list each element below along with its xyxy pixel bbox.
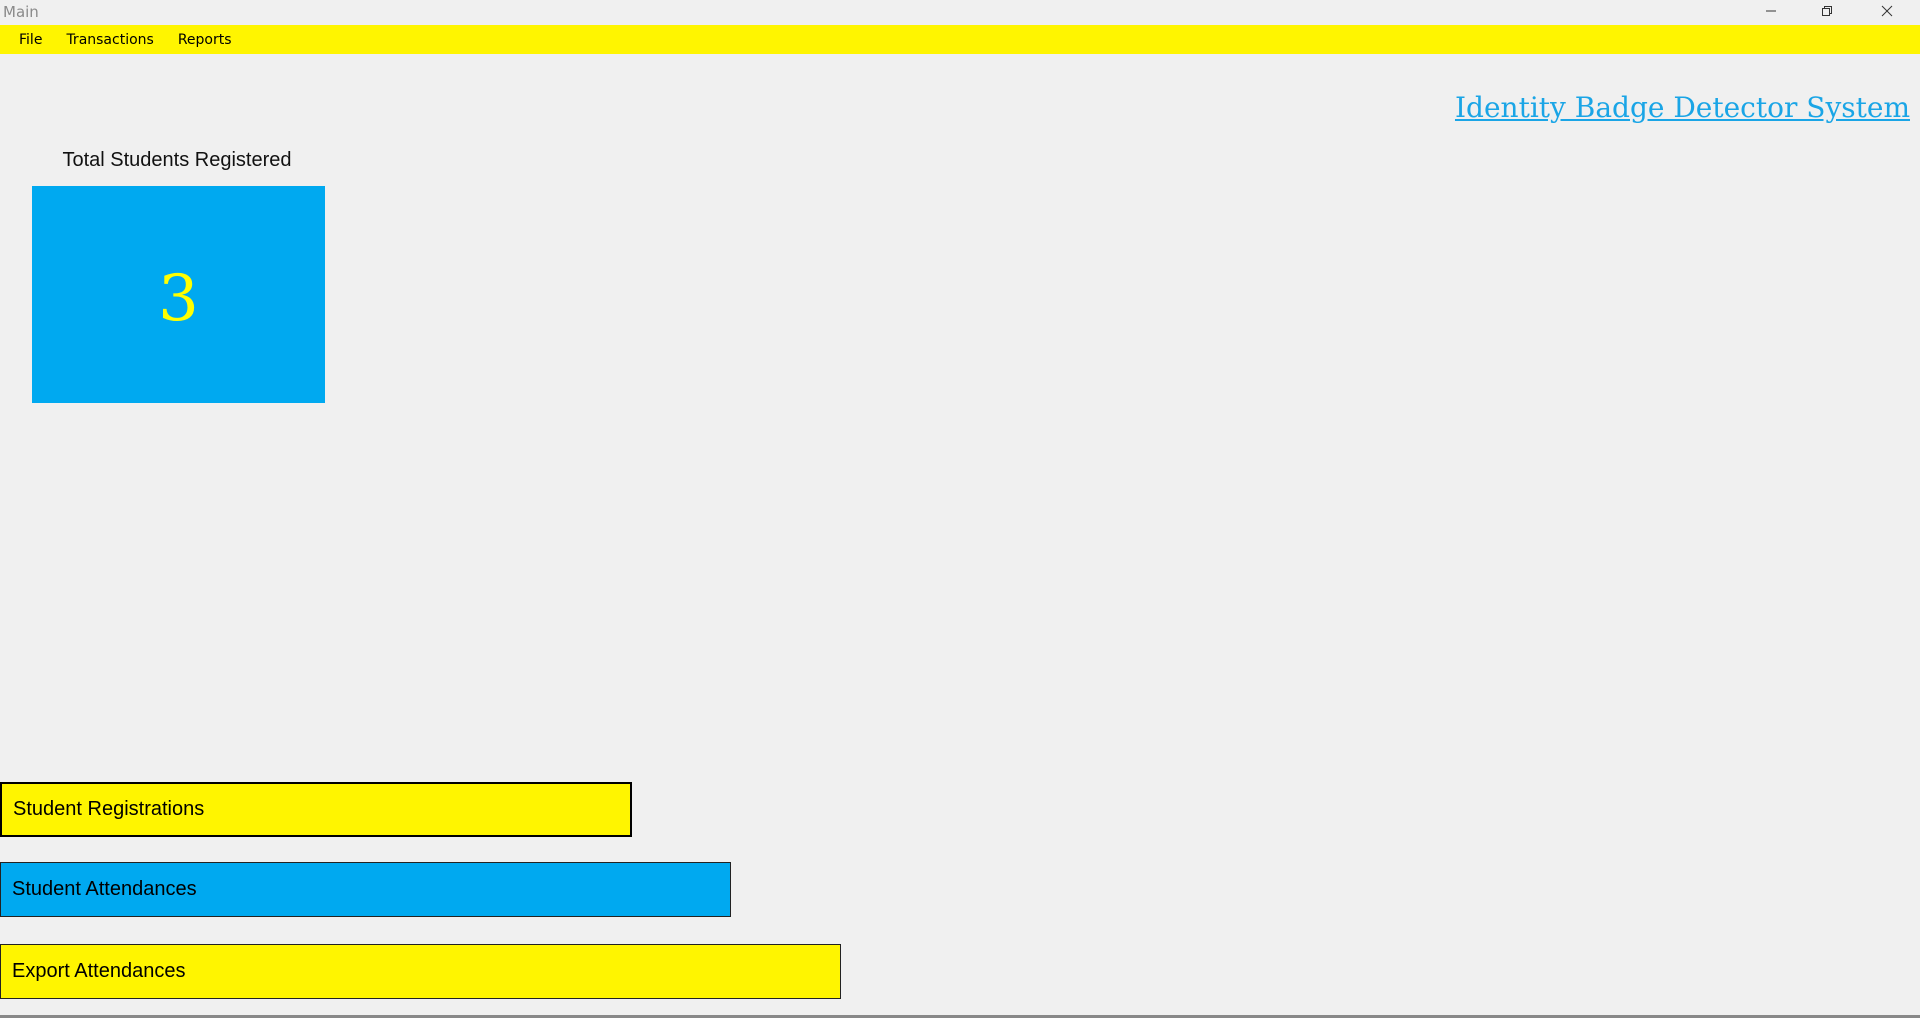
window-bottom-border xyxy=(0,1015,1920,1018)
window-titlebar: Main xyxy=(0,0,1920,25)
menu-file[interactable]: File xyxy=(19,31,43,48)
restore-icon xyxy=(1822,6,1832,16)
restore-button[interactable] xyxy=(1798,0,1856,22)
total-students-tile: 3 xyxy=(32,186,325,403)
app-title[interactable]: Identity Badge Detector System xyxy=(1454,91,1910,124)
window-title: Main xyxy=(3,3,39,21)
student-registrations-button[interactable]: Student Registrations xyxy=(0,782,632,837)
total-students-label: Total Students Registered xyxy=(62,149,292,171)
minimize-icon xyxy=(1766,10,1776,12)
menu-bar: File Transactions Reports xyxy=(0,25,1920,54)
total-students-value: 3 xyxy=(158,261,199,336)
minimize-button[interactable] xyxy=(1742,0,1800,22)
menu-transactions[interactable]: Transactions xyxy=(66,31,154,48)
close-button[interactable] xyxy=(1858,0,1916,22)
student-attendances-button[interactable]: Student Attendances xyxy=(0,862,731,917)
close-icon xyxy=(1881,5,1893,17)
menu-reports[interactable]: Reports xyxy=(177,31,232,48)
export-attendances-button[interactable]: Export Attendances xyxy=(0,944,841,999)
